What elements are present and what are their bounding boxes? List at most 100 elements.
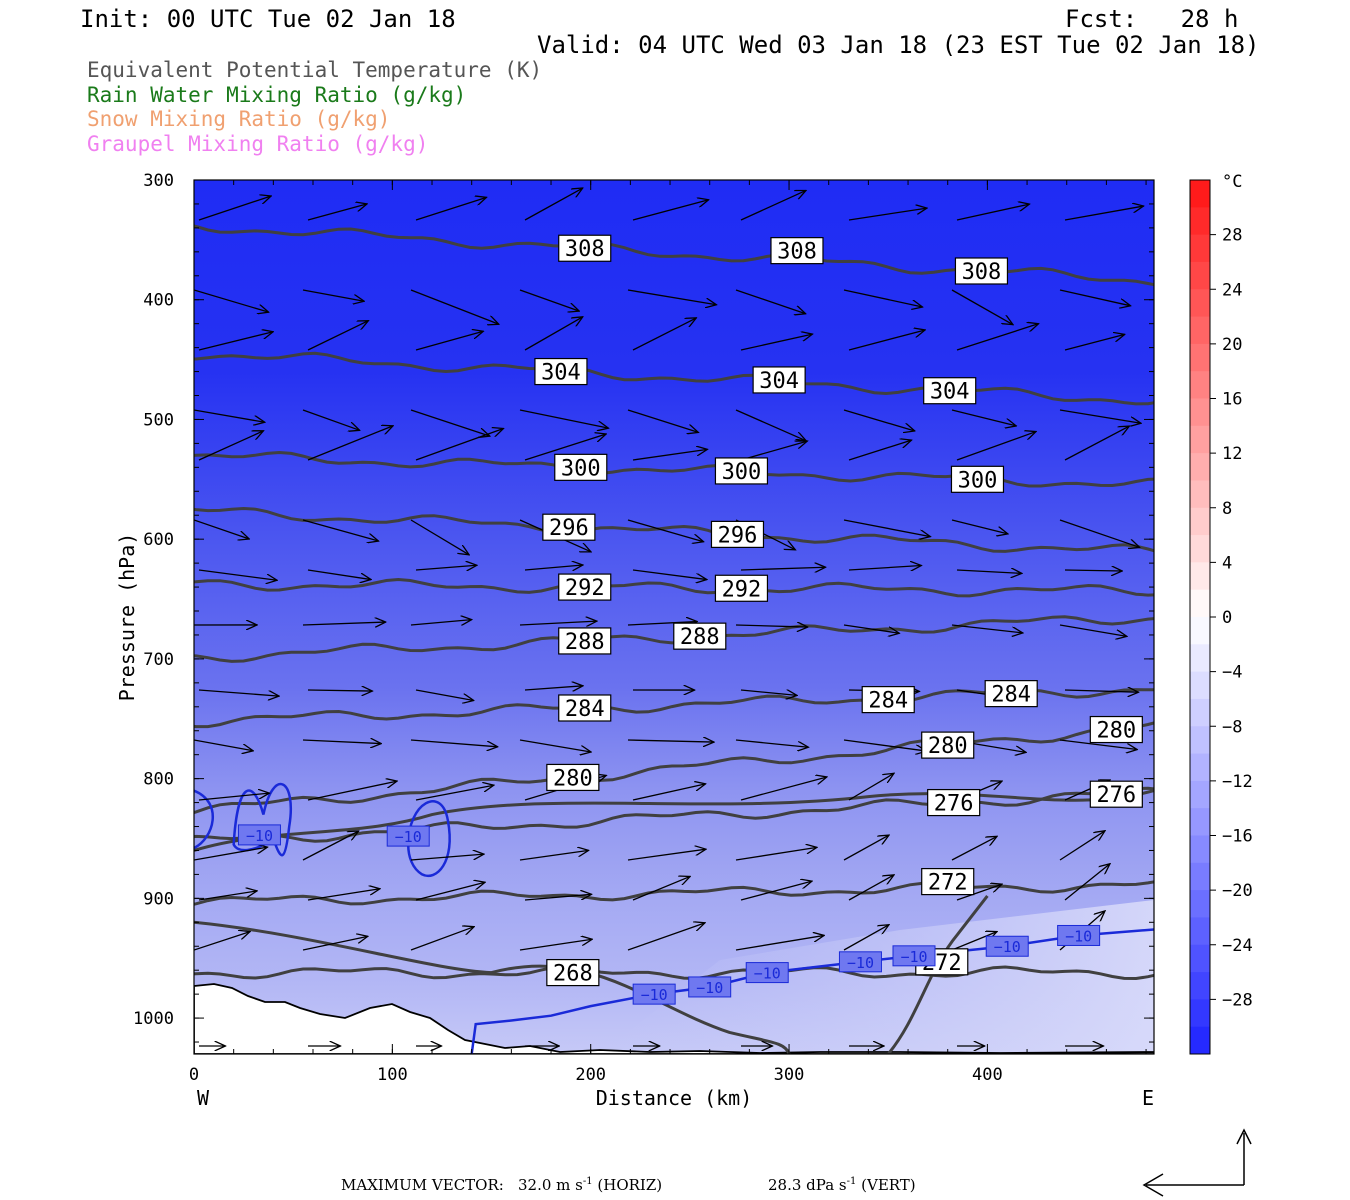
theta-e-label: 308 — [954, 257, 1009, 285]
reference-vector-icon — [1142, 1128, 1252, 1197]
theta-e-line — [194, 615, 1154, 663]
wind-vector — [415, 331, 483, 351]
wind-vector — [843, 519, 930, 537]
theta-e-label: 308 — [770, 237, 824, 265]
theta-e-label: 288 — [558, 627, 612, 655]
field-label-rain: Rain Water Mixing Ratio (g/kg) — [87, 83, 467, 107]
wind-vector — [740, 689, 797, 695]
theta-e-label: 292 — [558, 573, 612, 601]
colorbar-band — [1190, 890, 1210, 918]
y-tick-label: 800 — [143, 770, 174, 790]
wind-vector — [410, 289, 499, 324]
colorbar-tick-label: −8 — [1222, 717, 1242, 737]
wind-vector — [1064, 570, 1122, 571]
theta-e-line-272 — [887, 895, 989, 1054]
isotherm-label: −10 — [688, 976, 732, 998]
y-tick-label: 400 — [143, 291, 174, 311]
colorbar-tick-label: −12 — [1222, 772, 1253, 792]
wind-vector — [1064, 206, 1144, 221]
colorbar-band — [1190, 398, 1210, 427]
wind-vector — [302, 289, 364, 301]
wind-vector — [1064, 690, 1138, 692]
colorbar-band — [1190, 808, 1210, 836]
wind-vector — [735, 935, 824, 951]
svg-text:272: 272 — [928, 871, 968, 896]
wind-vector — [1059, 519, 1140, 547]
wind-vector — [740, 777, 827, 801]
wind-vector — [410, 409, 490, 436]
theta-e-line — [194, 721, 1154, 815]
wind-vector — [198, 689, 279, 696]
colorbar-band — [1190, 835, 1210, 864]
colorbar-band — [1190, 562, 1210, 591]
colorbar-tick-label: 20 — [1222, 335, 1242, 355]
wind-vector — [848, 875, 894, 901]
theta-e-label: 300 — [950, 465, 1005, 493]
svg-text:−10: −10 — [641, 986, 668, 1004]
wind-vector — [519, 289, 579, 311]
wind-vector — [848, 566, 921, 570]
wind-vector — [1059, 831, 1105, 861]
field-label-theta-e: Equivalent Potential Temperature (K) — [87, 58, 543, 82]
wind-vector — [415, 565, 477, 570]
svg-text:292: 292 — [565, 576, 605, 601]
colorbar-tick-label: 24 — [1222, 280, 1242, 300]
isotherm-label: −10 — [892, 945, 936, 967]
wind-vector — [194, 739, 253, 751]
wind-vector — [524, 317, 583, 351]
colorbar-band — [1190, 234, 1210, 263]
theta-e-label: 300 — [554, 453, 608, 481]
colorbar-band — [1190, 671, 1210, 700]
temperature-shading — [194, 180, 1154, 1054]
x-tick-label: 100 — [377, 1065, 408, 1085]
wind-vector — [415, 197, 487, 221]
wind-vector — [198, 431, 263, 461]
wind-vector — [1059, 289, 1131, 306]
wind-vector — [1064, 334, 1125, 351]
x-tick-label: 200 — [575, 1065, 606, 1085]
wind-vector — [843, 925, 889, 951]
svg-text:300: 300 — [722, 460, 762, 485]
wind-vector — [524, 686, 583, 690]
colorbar-band — [1190, 261, 1210, 290]
wind-vector — [1059, 739, 1137, 750]
colorbar-band — [1190, 289, 1210, 318]
svg-text:280: 280 — [1096, 719, 1136, 744]
y-tick-label: 900 — [143, 889, 174, 909]
svg-text:−10: −10 — [900, 948, 927, 966]
colorbar-band — [1190, 999, 1210, 1028]
wind-vector — [843, 835, 889, 861]
theta-e-label: 300 — [714, 457, 769, 485]
wind-vector — [951, 289, 1013, 325]
wind-vector — [956, 204, 1029, 221]
wind-vector — [302, 936, 368, 951]
wind-vector — [410, 519, 469, 555]
theta-e-label: 276 — [927, 788, 981, 817]
theta-e-label: 304 — [923, 377, 977, 405]
colorbar-band — [1190, 507, 1210, 536]
colorbar-tick-label: 4 — [1222, 553, 1232, 573]
theta-e-label: 304 — [752, 366, 806, 394]
svg-text:276: 276 — [934, 792, 974, 817]
colorbar-tick-label: −20 — [1222, 881, 1253, 901]
theta-e-label: 284 — [861, 686, 915, 714]
colorbar-band — [1190, 698, 1210, 727]
wind-vector — [735, 409, 806, 441]
theta-e-label: 292 — [714, 574, 769, 602]
wind-vector — [524, 565, 583, 570]
wind-vector — [956, 324, 1039, 351]
isotherm-loop — [406, 800, 451, 878]
wind-vector — [410, 739, 498, 747]
wind-vector — [198, 332, 273, 351]
svg-text:−10: −10 — [696, 979, 723, 997]
wind-vector — [956, 570, 1022, 573]
theta-e-label: 296 — [542, 513, 596, 541]
theta-e-line — [194, 506, 1154, 553]
colorbar-tick-label: 0 — [1222, 608, 1232, 628]
wind-vector — [519, 850, 589, 861]
colorbar-band — [1190, 535, 1210, 563]
wind-vector — [307, 321, 368, 351]
wind-vector — [307, 690, 372, 691]
svg-text:288: 288 — [680, 625, 720, 650]
